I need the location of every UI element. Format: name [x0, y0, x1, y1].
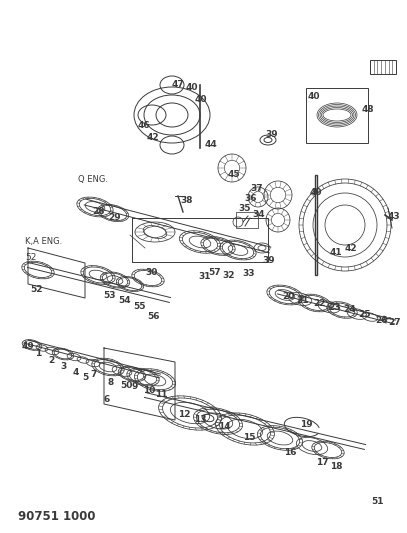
Text: 29: 29 — [108, 213, 120, 222]
Text: 7: 7 — [90, 370, 96, 379]
Text: 53: 53 — [103, 291, 116, 300]
Text: 39: 39 — [262, 256, 275, 265]
Bar — [236, 212, 258, 228]
Text: 17: 17 — [316, 458, 328, 467]
Text: 47: 47 — [172, 80, 185, 89]
Text: 12: 12 — [178, 410, 190, 419]
Text: 13: 13 — [194, 415, 206, 424]
Text: 20: 20 — [282, 292, 294, 301]
Text: 16: 16 — [284, 448, 297, 457]
Text: 42: 42 — [345, 244, 358, 253]
Text: 50: 50 — [120, 381, 132, 390]
Text: 22: 22 — [313, 299, 326, 308]
Text: 14: 14 — [218, 422, 231, 431]
Text: 40: 40 — [195, 95, 208, 104]
Text: 32: 32 — [222, 271, 234, 280]
Text: 90751 1000: 90751 1000 — [18, 510, 96, 523]
Text: 48: 48 — [362, 105, 374, 114]
Text: K,A ENG.: K,A ENG. — [25, 237, 62, 246]
Text: 25: 25 — [358, 310, 370, 319]
Text: 40: 40 — [186, 83, 199, 92]
Text: 51: 51 — [371, 497, 383, 506]
Text: 43: 43 — [388, 212, 400, 221]
Text: 45: 45 — [228, 170, 241, 179]
Text: 21: 21 — [296, 296, 309, 305]
Text: 11: 11 — [155, 390, 168, 399]
Text: 27: 27 — [388, 318, 400, 327]
Bar — [306, 88, 368, 143]
Text: 23: 23 — [328, 303, 341, 312]
Text: 24: 24 — [343, 305, 356, 314]
Text: 2: 2 — [48, 356, 54, 365]
Text: 10: 10 — [143, 386, 155, 395]
Text: 5: 5 — [82, 373, 88, 382]
Text: 38: 38 — [180, 196, 193, 205]
Text: 44: 44 — [205, 140, 218, 149]
Text: 8: 8 — [108, 378, 114, 387]
Text: 41: 41 — [330, 248, 343, 257]
Text: 52: 52 — [30, 285, 42, 294]
Text: 15: 15 — [243, 433, 256, 442]
Text: 40: 40 — [310, 188, 322, 197]
Text: 30: 30 — [145, 268, 158, 277]
Text: 26: 26 — [375, 316, 387, 325]
Text: 36: 36 — [244, 194, 256, 203]
Text: 39: 39 — [265, 130, 278, 139]
Text: 40: 40 — [308, 92, 320, 101]
Text: 6: 6 — [104, 395, 110, 404]
Text: 1: 1 — [35, 349, 41, 358]
Text: 18: 18 — [330, 462, 343, 471]
Text: 42: 42 — [147, 133, 160, 142]
Text: 57: 57 — [208, 268, 221, 277]
Text: 52: 52 — [25, 253, 36, 262]
Bar — [315, 175, 317, 275]
Text: 28: 28 — [92, 207, 105, 216]
Text: 49: 49 — [22, 342, 35, 351]
Text: 35: 35 — [238, 204, 250, 213]
Text: 4: 4 — [73, 368, 79, 377]
Text: 34: 34 — [252, 210, 265, 219]
Text: 9: 9 — [131, 382, 138, 391]
Text: Q ENG.: Q ENG. — [78, 175, 108, 184]
Text: 19: 19 — [300, 420, 313, 429]
Text: 46: 46 — [138, 121, 151, 130]
Text: 37: 37 — [250, 184, 263, 193]
Text: 56: 56 — [147, 312, 160, 321]
Text: 54: 54 — [118, 296, 131, 305]
Text: 3: 3 — [60, 362, 66, 371]
Text: 31: 31 — [198, 272, 210, 281]
Bar — [370, 60, 396, 74]
Text: 33: 33 — [242, 269, 254, 278]
Text: 55: 55 — [133, 302, 145, 311]
